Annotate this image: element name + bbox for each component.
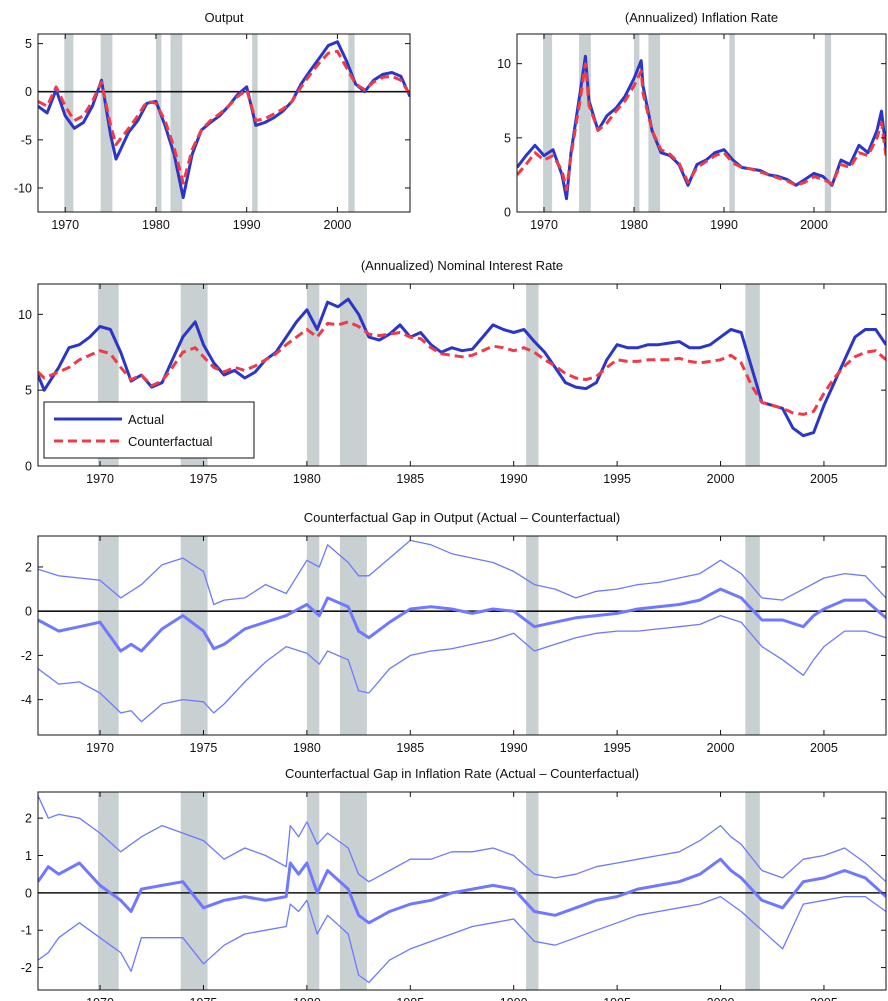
recession-band bbox=[155, 34, 162, 212]
axes-frame bbox=[37, 535, 887, 736]
x-tick-label: 1980 bbox=[293, 741, 321, 755]
recession-band bbox=[348, 34, 355, 212]
y-tick-label: 0 bbox=[504, 206, 511, 220]
axes-frame bbox=[37, 283, 887, 467]
y-tick-label: -10 bbox=[14, 181, 32, 195]
x-tick-label: 1975 bbox=[190, 472, 218, 486]
axes-frame bbox=[37, 791, 887, 991]
x-tick-label: 2000 bbox=[707, 996, 735, 1001]
y-tick-label: 10 bbox=[18, 308, 32, 322]
x-tick-label: 1990 bbox=[500, 472, 528, 486]
recession-band bbox=[339, 284, 367, 466]
panel-output: 1970 1980 1990 2000 5 0 -5 -10 Output bbox=[14, 10, 411, 232]
recession-band bbox=[100, 34, 113, 212]
series-line-actual bbox=[38, 297, 886, 438]
recession-band bbox=[543, 34, 553, 212]
y-tick-label: 10 bbox=[497, 57, 511, 71]
x-tick-label: 1980 bbox=[293, 472, 321, 486]
series-line-counterfactual bbox=[517, 62, 886, 192]
recession-band bbox=[729, 34, 735, 212]
x-tick-label: 1985 bbox=[396, 996, 424, 1001]
recession-band bbox=[170, 34, 183, 212]
y-tick-label: -2 bbox=[21, 961, 32, 975]
recession-band bbox=[180, 792, 208, 990]
x-tick-label: 1990 bbox=[500, 996, 528, 1001]
x-tick-label: 1970 bbox=[530, 218, 558, 232]
recession-band bbox=[824, 34, 832, 212]
y-tick-label: 5 bbox=[504, 131, 511, 145]
x-tick-label: 1990 bbox=[500, 741, 528, 755]
y-tick-label: 1 bbox=[25, 849, 32, 863]
series-line-actual bbox=[38, 40, 410, 200]
recession-band bbox=[579, 34, 591, 212]
x-tick-label: 1985 bbox=[396, 472, 424, 486]
series-line-band bbox=[38, 614, 886, 723]
x-tick-label: 1970 bbox=[86, 741, 114, 755]
chart-title: Output bbox=[204, 10, 243, 25]
x-tick-label: 1970 bbox=[51, 218, 79, 232]
x-tick-label: 2005 bbox=[810, 472, 838, 486]
series-line-band bbox=[38, 795, 886, 883]
series-line-band bbox=[38, 895, 886, 984]
panel-inflation: 1970 1980 1990 2000 10 5 0 (Annualized) Inflati… bbox=[497, 10, 887, 232]
y-tick-label: -5 bbox=[21, 133, 32, 147]
y-tick-label: -1 bbox=[21, 924, 32, 938]
x-tick-label: 1975 bbox=[190, 996, 218, 1001]
y-tick-label: -4 bbox=[21, 693, 32, 707]
x-tick-label: 1995 bbox=[603, 996, 631, 1001]
axes-frame bbox=[37, 33, 411, 213]
y-tick-label: 5 bbox=[25, 384, 32, 398]
x-tick-label: 1970 bbox=[86, 996, 114, 1001]
x-tick-label: 1980 bbox=[142, 218, 170, 232]
chart-title: (Annualized) Inflation Rate bbox=[625, 10, 778, 25]
recession-band bbox=[339, 792, 367, 990]
chart-title: Counterfactual Gap in Output (Actual – C… bbox=[304, 510, 621, 525]
x-tick-label: 1980 bbox=[293, 996, 321, 1001]
chart-title: (Annualized) Nominal Interest Rate bbox=[361, 258, 563, 273]
legend-label-actual: Actual bbox=[128, 412, 164, 427]
x-tick-label: 2005 bbox=[810, 996, 838, 1001]
x-tick-label: 2000 bbox=[800, 218, 828, 232]
x-tick-label: 1975 bbox=[190, 741, 218, 755]
x-tick-label: 1985 bbox=[396, 741, 424, 755]
series-line-band bbox=[38, 539, 886, 606]
y-tick-label: -2 bbox=[21, 649, 32, 663]
panel-gap_output: 1970 1975 1980 1985 1990 1995 2000 2005 2 0 -2 -4 Co… bbox=[21, 510, 887, 755]
legend: Actual Counterfactual bbox=[43, 401, 255, 459]
recession-band bbox=[526, 792, 539, 990]
x-tick-label: 2000 bbox=[707, 741, 735, 755]
x-tick-label: 1995 bbox=[603, 472, 631, 486]
x-tick-label: 2005 bbox=[810, 741, 838, 755]
x-tick-label: 1995 bbox=[603, 741, 631, 755]
y-tick-label: 0 bbox=[25, 605, 32, 619]
panel-gap_inflation: 1970 1975 1980 1985 1990 1995 2000 2005 2 1 0 -1 -2 C… bbox=[21, 766, 887, 1001]
recession-band bbox=[526, 536, 539, 735]
x-tick-label: 1990 bbox=[233, 218, 261, 232]
y-tick-label: 2 bbox=[25, 812, 32, 826]
series-line-counterfactual bbox=[38, 320, 886, 416]
y-tick-label: 5 bbox=[25, 37, 32, 51]
recession-band bbox=[648, 34, 661, 212]
x-tick-label: 2000 bbox=[324, 218, 352, 232]
chart-title: Counterfactual Gap in Inflation Rate (Ac… bbox=[285, 766, 639, 781]
x-tick-label: 2000 bbox=[707, 472, 735, 486]
recession-band bbox=[306, 536, 320, 735]
legend-label-counterfactual: Counterfactual bbox=[128, 434, 213, 449]
recession-band bbox=[634, 34, 640, 212]
y-tick-label: 0 bbox=[25, 460, 32, 474]
x-tick-label: 1990 bbox=[710, 218, 738, 232]
x-tick-label: 1980 bbox=[620, 218, 648, 232]
recession-band bbox=[526, 284, 539, 466]
axes-frame bbox=[516, 33, 887, 213]
series-line-mean bbox=[38, 587, 886, 653]
panel-interest: 1970 1975 1980 1985 1990 1995 2000 2005 10 5 0 (Ann… bbox=[18, 258, 887, 486]
y-tick-label: 0 bbox=[25, 886, 32, 900]
y-tick-label: 0 bbox=[25, 85, 32, 99]
series-line-counterfactual bbox=[38, 49, 410, 185]
x-tick-label: 1970 bbox=[86, 472, 114, 486]
y-tick-label: 2 bbox=[25, 560, 32, 574]
series-line-mean bbox=[38, 857, 886, 925]
